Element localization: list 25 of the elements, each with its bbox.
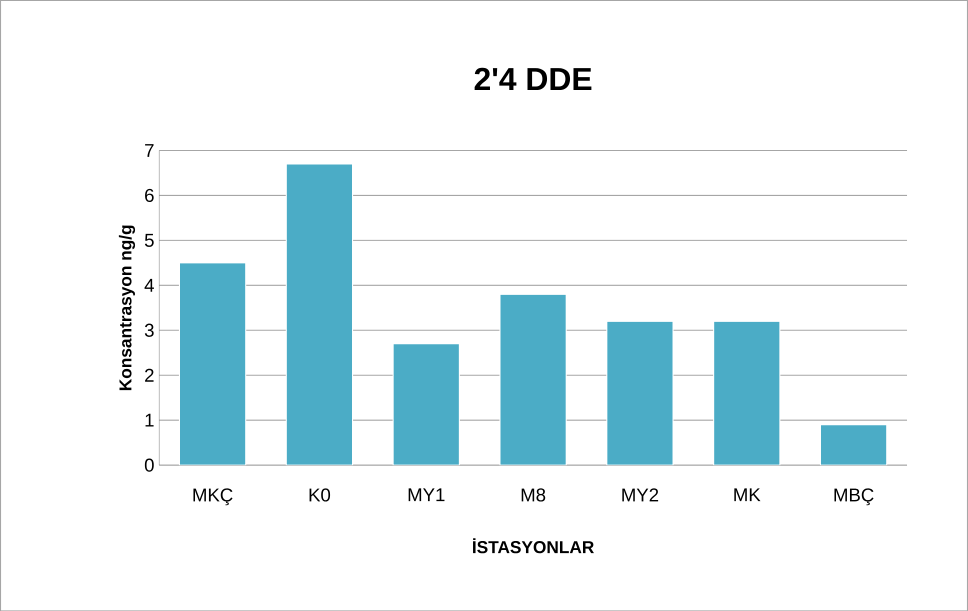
y-tick-label: 1	[146, 414, 154, 426]
x-axis-title: İSTASYONLAR	[473, 538, 594, 554]
x-tick-label: MBÇ	[834, 488, 874, 506]
chart-title: 2'4 DDE	[474, 68, 592, 90]
bar	[178, 262, 246, 465]
y-axis-title: Konsantrasyon ng/g	[118, 225, 136, 390]
bar	[286, 163, 354, 465]
y-tick-label: 2	[145, 368, 154, 382]
bar	[606, 320, 674, 465]
x-tick-label: M8	[522, 488, 546, 502]
x-tick-label: MKÇ	[193, 488, 233, 506]
bar	[820, 424, 888, 465]
y-tick-label: 7	[145, 144, 154, 157]
y-tick-label: 5	[144, 234, 154, 247]
bar	[392, 343, 460, 465]
y-tick-label: 6	[145, 188, 154, 202]
x-tick-label: MY2	[622, 488, 658, 502]
bar	[499, 294, 567, 465]
x-tick-label: MK	[734, 488, 761, 501]
y-tick-label: 0	[144, 458, 154, 472]
x-tick-label: K0	[310, 488, 330, 502]
x-tick-label: MY1	[408, 488, 444, 501]
bar	[713, 320, 780, 465]
y-tick-label: 3	[144, 323, 154, 337]
y-tick-label: 4	[144, 278, 154, 292]
